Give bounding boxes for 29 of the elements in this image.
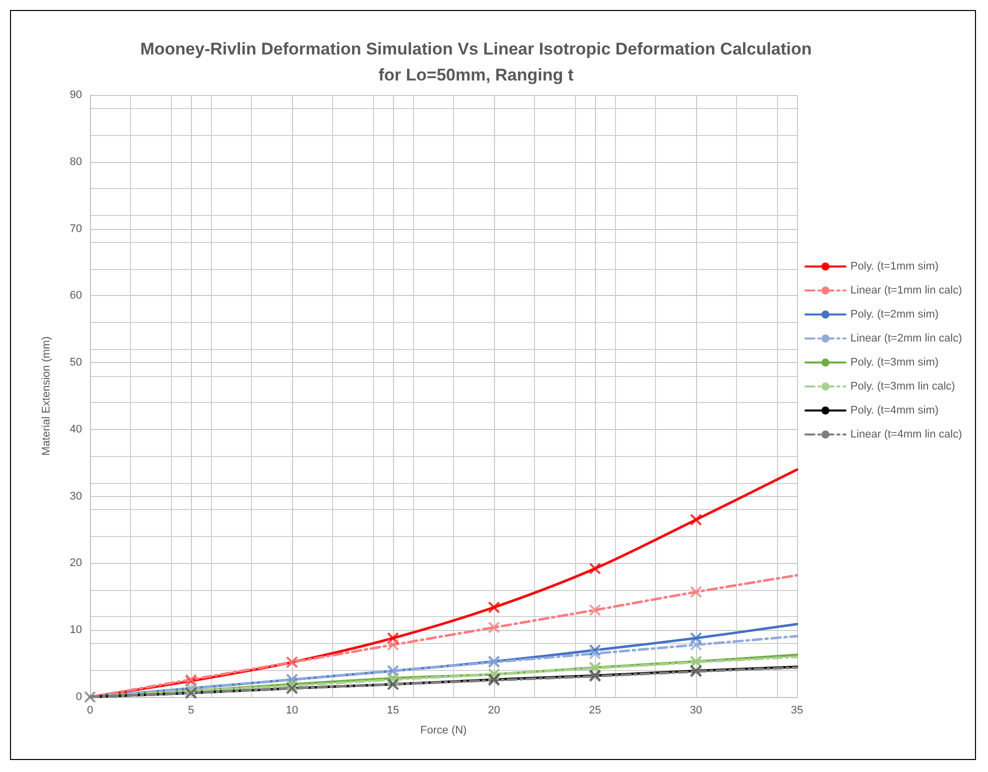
legend-label: Poly. (t=1mm sim) (850, 260, 939, 272)
legend-label: Poly. (t=4mm sim) (850, 404, 939, 416)
x-tick-label: 20 (488, 704, 500, 716)
x-tick-label: 0 (86, 704, 94, 716)
x-axis-title: Force (N) (420, 724, 467, 736)
chart-title: Mooney-Rivlin Deformation Simulation Vs Linear Isotropic Deformation Calculation for Lo=50mm, Ranging t (140, 40, 812, 84)
y-axis-title: Material Extension (mm) (40, 336, 52, 456)
y-tick-label: 40 (70, 423, 82, 436)
legend-label: Poly. (t=2mm sim) (850, 308, 939, 320)
y-tick-label: 50 (70, 356, 82, 369)
y-tick-label: 30 (70, 490, 82, 502)
legend-label: Linear (t=1mm lin calc) (850, 284, 962, 296)
y-tick-label: 20 (70, 557, 82, 570)
y-tick-label: 80 (70, 156, 82, 168)
legend-label: Poly. (t=3mm sim) (850, 356, 939, 368)
x-tick-label: 10 (286, 704, 298, 716)
legend-label: Linear (t=4mm lin calc) (850, 428, 962, 440)
x-tick-label: 15 (386, 704, 400, 716)
x-tick-label: 35 (790, 704, 804, 716)
legend-label: Poly. (t=3mm lin calc) (850, 380, 956, 392)
y-tick-label: 10 (70, 624, 82, 636)
y-tick-label: 0 (76, 691, 82, 703)
y-tick-label: 90 (70, 89, 82, 101)
x-tick-label: 25 (588, 704, 602, 716)
y-tick-label: 60 (70, 290, 82, 302)
x-tick-label: 30 (690, 704, 702, 716)
x-tick-label: 5 (188, 704, 194, 716)
y-tick-label: 70 (70, 222, 82, 235)
legend-label: Linear (t=2mm lin calc) (850, 332, 962, 344)
